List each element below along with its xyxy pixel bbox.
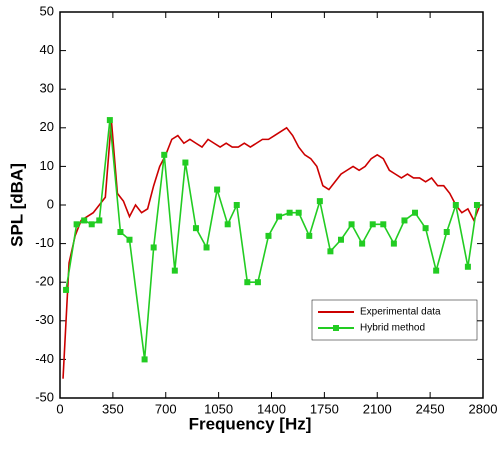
marker	[295, 209, 302, 216]
marker	[63, 286, 70, 293]
plot-frame	[59, 11, 484, 399]
x-tick-label: 2100	[363, 401, 392, 416]
y-tick-label: 0	[47, 196, 54, 211]
marker	[380, 221, 387, 228]
marker	[412, 209, 419, 216]
x-tick-label: 1400	[257, 401, 286, 416]
series-line	[62, 120, 481, 379]
marker	[244, 279, 251, 286]
x-axis-label: Frequency [Hz]	[189, 414, 312, 433]
x-tick-label: 2800	[469, 401, 498, 416]
marker	[171, 267, 178, 274]
marker	[182, 159, 189, 166]
legend-label: Hybrid method	[360, 323, 425, 334]
x-tick-label: 1750	[310, 401, 339, 416]
x-tick-label: 2450	[416, 401, 445, 416]
marker	[192, 225, 199, 232]
marker	[359, 240, 366, 247]
y-tick-label: 50	[40, 3, 54, 18]
x-tick-label: 700	[155, 401, 177, 416]
marker	[81, 217, 88, 224]
y-tick-label: -30	[35, 312, 54, 327]
marker	[286, 209, 293, 216]
marker	[88, 221, 95, 228]
marker	[443, 229, 450, 236]
x-tick-label: 350	[102, 401, 124, 416]
marker	[452, 202, 459, 208]
marker	[401, 217, 408, 224]
marker	[161, 151, 168, 158]
y-tick-label: 40	[40, 42, 54, 57]
legend-box	[311, 299, 478, 341]
marker	[141, 356, 148, 363]
marker	[265, 232, 272, 239]
marker	[306, 232, 313, 239]
marker	[348, 221, 355, 228]
marker	[126, 236, 133, 243]
marker	[327, 248, 334, 255]
marker	[337, 236, 344, 243]
y-tick-label: 30	[40, 81, 54, 96]
marker	[316, 198, 323, 205]
y-tick-label: 20	[40, 119, 54, 134]
marker	[233, 202, 240, 208]
x-tick-label: 1050	[204, 401, 233, 416]
y-tick-label: -40	[35, 351, 54, 366]
legend-marker	[333, 325, 339, 331]
marker	[390, 240, 397, 247]
marker	[106, 117, 113, 124]
marker	[276, 213, 283, 220]
y-tick-label: 10	[40, 158, 54, 173]
marker	[369, 221, 376, 228]
y-tick-label: -10	[35, 235, 54, 250]
x-tick-label: 0	[56, 401, 63, 416]
y-axis-label: SPL [dBA]	[7, 163, 26, 247]
legend-label: Experimental data	[360, 307, 441, 318]
marker	[96, 217, 103, 224]
marker	[473, 202, 480, 208]
marker	[150, 244, 157, 251]
marker	[433, 267, 440, 274]
marker	[73, 221, 80, 228]
marker	[254, 279, 261, 286]
marker	[464, 263, 471, 270]
marker	[224, 221, 231, 228]
marker	[203, 244, 210, 251]
y-tick-label: -20	[35, 274, 54, 289]
marker	[214, 186, 221, 193]
y-tick-label: -50	[35, 389, 54, 404]
marker	[117, 229, 124, 236]
marker	[422, 225, 429, 232]
